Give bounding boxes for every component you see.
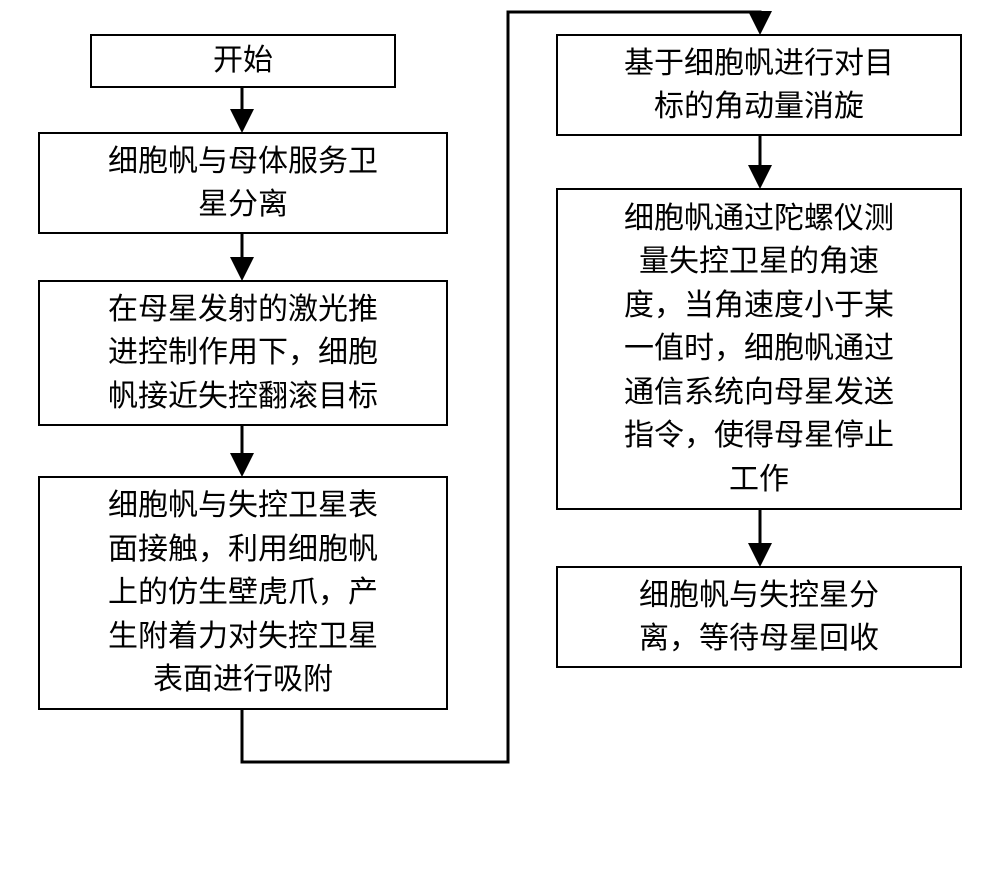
flow-node-label: 细胞帆与母体服务卫 星分离 <box>108 140 378 227</box>
flow-node-label: 细胞帆与失控卫星表 面接触，利用细胞帆 上的仿生壁虎爪，产 生附着力对失控卫星 … <box>108 484 378 702</box>
flow-node-step5: 细胞帆通过陀螺仪测 量失控卫星的角速 度，当角速度小于某 一值时，细胞帆通过 通… <box>556 188 962 510</box>
flow-node-step2: 在母星发射的激光推 进控制作用下，细胞 帆接近失控翻滚目标 <box>38 280 448 426</box>
flow-node-label: 开始 <box>213 39 273 83</box>
flow-node-step3: 细胞帆与失控卫星表 面接触，利用细胞帆 上的仿生壁虎爪，产 生附着力对失控卫星 … <box>38 476 448 710</box>
flow-node-label: 细胞帆与失控星分 离，等待母星回收 <box>639 574 879 661</box>
flow-node-label: 基于细胞帆进行对目 标的角动量消旋 <box>624 42 894 129</box>
flow-node-step6: 细胞帆与失控星分 离，等待母星回收 <box>556 566 962 668</box>
flow-node-step4: 基于细胞帆进行对目 标的角动量消旋 <box>556 34 962 136</box>
flow-node-start: 开始 <box>90 34 396 88</box>
flow-node-label: 在母星发射的激光推 进控制作用下，细胞 帆接近失控翻滚目标 <box>108 288 378 419</box>
flow-node-step1: 细胞帆与母体服务卫 星分离 <box>38 132 448 234</box>
flow-node-label: 细胞帆通过陀螺仪测 量失控卫星的角速 度，当角速度小于某 一值时，细胞帆通过 通… <box>624 197 894 502</box>
